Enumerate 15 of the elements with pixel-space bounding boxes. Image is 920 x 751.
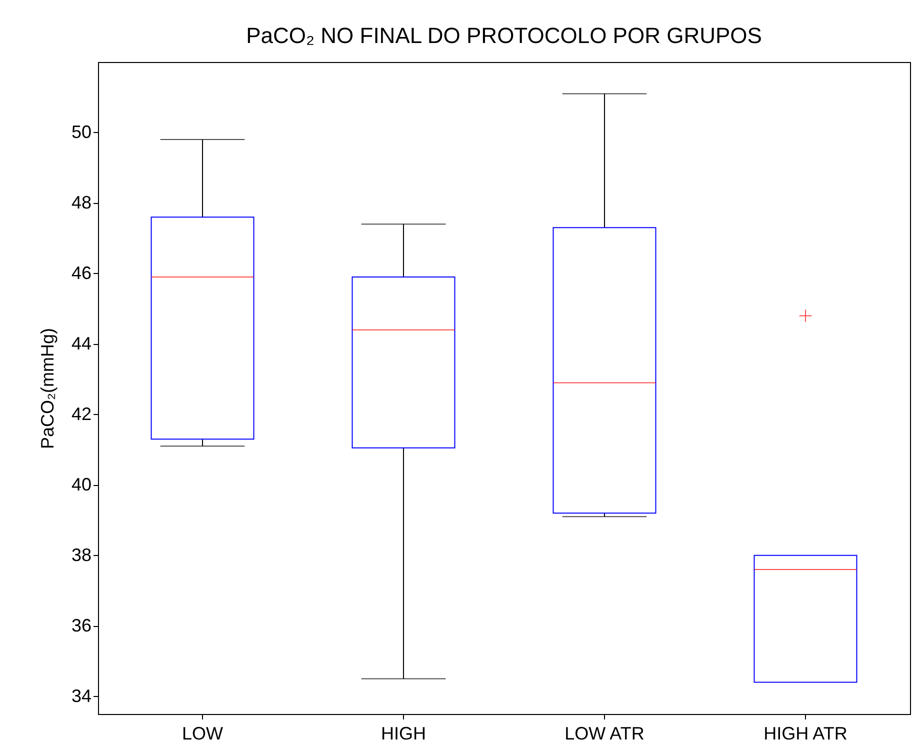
chart-title: PaCO₂ NO FINAL DO PROTOCOLO POR GRUPOS bbox=[246, 23, 762, 48]
y-tick-label: 48 bbox=[71, 192, 92, 212]
y-tick-label: 50 bbox=[71, 122, 92, 142]
y-axis-title: PaCO₂(mmHg) bbox=[37, 328, 58, 449]
x-tick-label: HIGH ATR bbox=[764, 724, 848, 744]
y-tick-label: 44 bbox=[71, 333, 92, 354]
y-tick-label: 36 bbox=[71, 615, 92, 636]
y-tick-label: 40 bbox=[71, 474, 92, 494]
x-tick-label: LOW ATR bbox=[564, 724, 644, 744]
y-tick-label: 42 bbox=[71, 404, 92, 424]
y-tick-label: 38 bbox=[71, 544, 92, 565]
x-tick-label: LOW bbox=[182, 724, 224, 744]
y-tick-label: 46 bbox=[71, 262, 92, 283]
x-tick-label: HIGH bbox=[381, 724, 426, 744]
y-tick-label: 34 bbox=[71, 686, 92, 706]
